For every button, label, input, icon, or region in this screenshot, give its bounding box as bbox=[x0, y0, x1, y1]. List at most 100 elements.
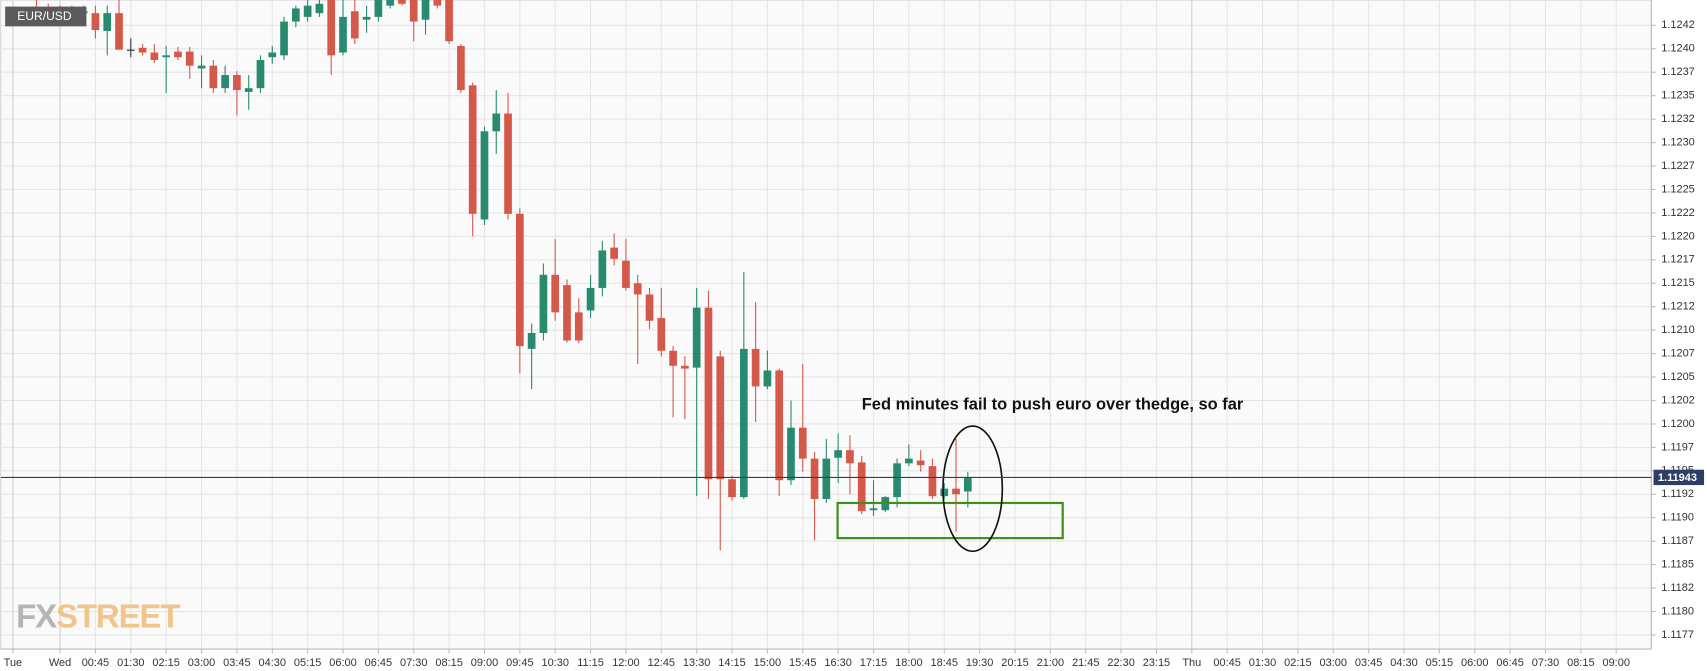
candle-body bbox=[963, 477, 972, 492]
candle-body bbox=[339, 16, 347, 53]
candle-body bbox=[374, 0, 383, 17]
candle-body bbox=[751, 348, 760, 387]
candle-body bbox=[739, 348, 748, 498]
x-tick-label: 07:30 bbox=[1532, 657, 1559, 669]
candle-body bbox=[692, 307, 701, 368]
candle-body bbox=[457, 45, 465, 91]
candle-body bbox=[126, 49, 135, 51]
x-tick-label: 18:00 bbox=[895, 657, 922, 669]
x-tick-label: 11:15 bbox=[577, 657, 604, 669]
candle-body bbox=[480, 131, 489, 220]
x-tick-label: 04:30 bbox=[1390, 657, 1417, 669]
candle-body bbox=[905, 458, 913, 464]
candle-body bbox=[138, 47, 147, 53]
y-tick-label: 1.1240 bbox=[1661, 43, 1695, 55]
candle-body bbox=[645, 294, 654, 321]
annotation: Fed minutes fail to push euro over thedg… bbox=[862, 396, 1244, 414]
x-tick-label: 13:30 bbox=[683, 657, 710, 669]
watermark: FXSTREET bbox=[16, 597, 180, 634]
candle-body bbox=[952, 488, 960, 495]
x-tick-label: 15:00 bbox=[754, 657, 781, 669]
y-tick-label: 1.1212 bbox=[1661, 301, 1695, 313]
x-tick-label: 17:15 bbox=[860, 657, 887, 669]
x-tick-label: 08:15 bbox=[1567, 657, 1594, 669]
candle-body bbox=[515, 213, 524, 347]
watermark-suffix: STREET bbox=[56, 597, 180, 634]
x-tick-label: 00:45 bbox=[1213, 657, 1240, 669]
candle-body bbox=[598, 250, 607, 288]
x-tick-label: 09:00 bbox=[1602, 657, 1629, 669]
symbol-label: EUR/USD bbox=[17, 9, 72, 23]
x-tick-label: Thu bbox=[1182, 657, 1201, 669]
x-tick-label: 18:45 bbox=[931, 657, 958, 669]
candle-body bbox=[256, 60, 265, 89]
candle-body bbox=[798, 427, 807, 459]
candle-body bbox=[315, 3, 324, 14]
candle-body bbox=[551, 274, 560, 313]
x-tick-label: 06:00 bbox=[1461, 657, 1488, 669]
y-tick-label: 1.1202 bbox=[1661, 394, 1695, 406]
x-tick-label: 20:15 bbox=[1001, 657, 1028, 669]
candle-body bbox=[303, 5, 312, 17]
highlight-ellipse bbox=[942, 425, 1004, 553]
x-tick-label: 05:15 bbox=[1426, 657, 1453, 669]
x-tick-label: 12:45 bbox=[648, 657, 675, 669]
x-tick-label: 21:00 bbox=[1037, 657, 1064, 669]
x-tick-label: 01:30 bbox=[117, 657, 144, 669]
candle-body bbox=[681, 365, 689, 369]
y-tick-label: 1.1215 bbox=[1661, 277, 1695, 289]
y-tick-label: 1.1217 bbox=[1661, 254, 1695, 266]
x-tick-label: 03:00 bbox=[1320, 657, 1347, 669]
candle-body bbox=[492, 113, 501, 132]
candle-body bbox=[221, 75, 229, 89]
y-tick-label: 1.1182 bbox=[1661, 582, 1694, 594]
x-tick-label: 09:00 bbox=[471, 657, 498, 669]
candle-body bbox=[280, 21, 288, 56]
candle-body bbox=[893, 463, 901, 498]
candle-body bbox=[633, 283, 642, 295]
y-tick-label: 1.1232 bbox=[1661, 113, 1695, 125]
candle-body bbox=[292, 8, 300, 22]
candle-body bbox=[115, 13, 123, 50]
candle-body bbox=[574, 312, 583, 341]
candle-body bbox=[810, 458, 819, 499]
candle-body bbox=[527, 332, 536, 349]
candles bbox=[32, 0, 972, 551]
y-tick-label: 1.1190 bbox=[1661, 512, 1694, 524]
x-tick-label: 01:30 bbox=[1249, 657, 1276, 669]
candle-body bbox=[185, 51, 194, 66]
candle-body bbox=[209, 65, 218, 89]
candle-body bbox=[386, 0, 395, 6]
y-tick-label: 1.1242 bbox=[1661, 19, 1695, 31]
x-tick-label: 06:45 bbox=[1496, 657, 1523, 669]
candle-body bbox=[704, 307, 713, 480]
candle-body bbox=[657, 317, 666, 351]
x-tick-label: 10:30 bbox=[541, 657, 568, 669]
candle-body bbox=[928, 466, 937, 497]
y-tick-label: 1.1230 bbox=[1661, 136, 1695, 148]
candle-body bbox=[504, 113, 512, 214]
candle-body bbox=[763, 370, 772, 387]
candle-body bbox=[857, 462, 866, 512]
candle-body bbox=[445, 0, 453, 42]
candle-body bbox=[586, 287, 595, 311]
x-tick-label: 05:15 bbox=[294, 657, 321, 669]
highlight-box bbox=[836, 501, 1064, 540]
x-tick-label: 19:30 bbox=[966, 657, 993, 669]
candle-body bbox=[622, 260, 630, 288]
candle-body bbox=[869, 508, 878, 511]
x-tick-label: 22:30 bbox=[1107, 657, 1134, 669]
x-tick-label: 03:45 bbox=[223, 657, 250, 669]
candle-body bbox=[233, 75, 241, 91]
x-tick-label: 12:00 bbox=[612, 657, 639, 669]
candle-body bbox=[834, 450, 842, 458]
x-tick-label: 15:45 bbox=[789, 657, 816, 669]
candle-body bbox=[846, 450, 854, 464]
y-tick-label: 1.1210 bbox=[1661, 324, 1695, 336]
candle-body bbox=[940, 488, 949, 497]
x-tick-label: 04:30 bbox=[259, 657, 286, 669]
y-tick-label: 1.1192 bbox=[1661, 488, 1694, 500]
candle-body bbox=[468, 85, 477, 214]
candle-body bbox=[421, 0, 430, 20]
y-tick-label: 1.1197 bbox=[1661, 441, 1694, 453]
